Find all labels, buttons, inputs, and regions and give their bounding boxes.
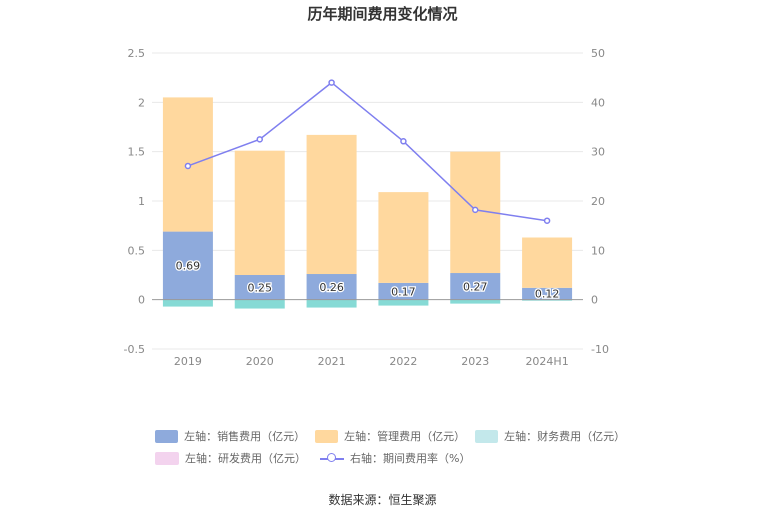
legend-label-rate: 右轴：期间费用率（%） [350,452,471,465]
y-right-tick-label: 30 [591,146,605,159]
axes-layer: -0.5 0 0.5 1 1.5 2 2.5 -10 0 10 20 30 40 50 2019 2020 20… [124,47,609,368]
bar-value-label: 0.25 [248,281,273,294]
y-left-tick-label: 1 [138,195,145,208]
y-left-tick-label: -0.5 [124,343,145,356]
bar-0-2021 [306,274,357,300]
legend-label-admin: 左轴：管理费用（亿元） [344,430,466,443]
rate-point-2019 [184,162,192,170]
x-tick-label: 2020 [246,355,274,368]
x-tick-label: 2022 [389,355,417,368]
legend-item-admin[interactable]: 左轴：管理费用（亿元） [315,428,466,444]
rate-line [187,81,548,222]
rate-point-2022 [400,138,407,145]
y-left-tick-label: 2.5 [128,47,146,60]
chart-title: 历年期间费用变化情况 [307,5,458,23]
bar-0-2022 [378,282,429,300]
legend-label-rd: 左轴：研发费用（亿元） [185,452,306,465]
bar-0-2019 [162,231,213,300]
rate-point-2021 [328,79,335,86]
bar-value-label: 0.26 [319,281,344,294]
bar-value-label: 0.12 [535,288,560,301]
rate-point-2023 [472,206,479,214]
bar-2-2022 [378,299,429,306]
bar-1-2021 [306,134,357,275]
bar-0-2020 [234,275,285,300]
rate-point-2020 [256,136,263,143]
label-layer: 0.69 0.25 0.26 0.17 0.27 0.12 [174,258,560,302]
legend-item-finance[interactable]: 左轴：财务费用（亿元） [475,428,626,444]
bar-1-2024H1 [522,237,573,288]
bar-2-2019 [162,299,213,307]
y-right-tick-label: 20 [591,195,605,208]
bar-layer [162,97,573,309]
y-right-tick-label: 10 [591,244,605,257]
y-right-tick-label: -10 [591,343,609,356]
y-right-tick-label: 0 [591,294,598,307]
x-tick-label: 2021 [318,355,346,368]
bar-0-2024H1 [522,287,573,300]
legend-swatch-admin [315,429,339,443]
legend-item-rate[interactable]: 右轴：期间费用率（%） [320,450,470,466]
bar-2-2021 [306,299,357,308]
x-tick-label: 2024H1 [525,355,568,368]
y-right-tick-label: 40 [591,96,605,109]
line-layer [184,79,551,224]
bar-value-label: 0.69 [176,260,201,273]
legend-swatch-rate [320,452,344,465]
bar-1-2022 [378,192,429,283]
bar-2-2020 [234,299,285,309]
legend-swatch-finance [475,429,499,443]
rate-point-2024H1 [543,217,551,224]
legend-swatch-sales [155,429,179,443]
legend-item-rd[interactable]: 左轴：研发费用（亿元） [155,450,306,466]
bar-1-2020 [234,150,285,275]
bar-2-2023 [450,299,501,304]
data-source: 数据来源：恒生聚源 [328,493,437,507]
legend-swatch-rd [155,451,179,465]
legend-label-sales: 左轴：销售费用（亿元） [184,430,306,443]
bar-0-2023 [450,273,501,300]
bar-value-label: 0.17 [391,285,416,298]
y-left-tick-label: 1.5 [128,146,146,159]
x-tick-label: 2023 [461,355,489,368]
y-left-tick-label: 0 [138,294,145,307]
legend: 左轴：销售费用（亿元） 左轴：管理费用（亿元） 左轴：财务费用（亿元） 左轴：研… [155,425,635,469]
y-right-tick-label: 50 [591,47,605,60]
legend-item-sales[interactable]: 左轴：销售费用（亿元） [155,428,306,444]
grid-lines [152,52,583,350]
x-tick-label: 2019 [174,355,202,368]
y-left-tick-label: 0.5 [128,244,146,257]
legend-label-finance: 左轴：财务费用（亿元） [504,430,626,443]
y-left-tick-label: 2 [138,96,145,109]
bar-value-label: 0.27 [463,280,488,293]
